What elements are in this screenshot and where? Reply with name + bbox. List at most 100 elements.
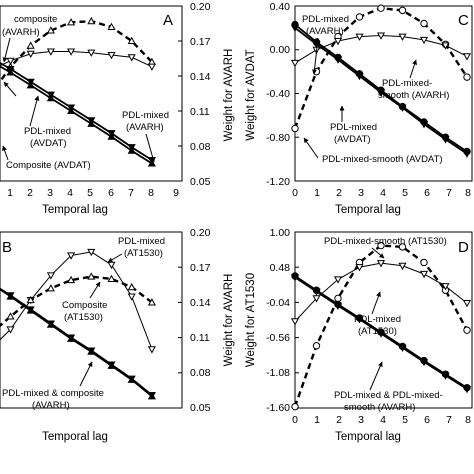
panel-c-series-1-point-2 bbox=[333, 37, 343, 46]
panel-d-annotation-2: (AT1530) bbox=[358, 326, 397, 337]
panel-a-series-0-point-2 bbox=[26, 41, 35, 49]
panel-b-annotation-arrow-1 bbox=[89, 281, 101, 299]
panel-d-xtick-8: 8 bbox=[465, 414, 471, 426]
panel-c-annotation-2: PDL-mixed- bbox=[382, 78, 432, 89]
panel-a-series-1-point-5 bbox=[87, 49, 96, 57]
panel-c-yticks: 0.40 0.00 -0.40 -0.80 -1.20 bbox=[266, 1, 290, 188]
panel-d-series-1-point-3 bbox=[355, 264, 364, 272]
panel-c-xtick-3: 3 bbox=[358, 187, 364, 199]
panel-b-series-3-point-4 bbox=[67, 334, 76, 342]
panel-b-annotation-arrow-0 bbox=[107, 253, 123, 263]
panel-c-series-3-point-0 bbox=[290, 24, 300, 33]
panel-a-plot bbox=[0, 5, 182, 182]
panel-a-series-0-point-7 bbox=[127, 36, 136, 45]
panel-c-ytick-0: 0.40 bbox=[270, 1, 291, 13]
panel-b-series-3-point-3 bbox=[46, 320, 55, 328]
panel-a-series-1-point-4 bbox=[67, 48, 76, 56]
panel-a-annotation-2: PDL-mixed bbox=[24, 126, 71, 137]
panel-a-annotation-arrow-2 bbox=[3, 81, 17, 97]
panel-c-series-1-point-3 bbox=[355, 33, 364, 41]
panel-b-series-0-point-5 bbox=[87, 248, 96, 257]
panel-b-series-1-line bbox=[0, 275, 153, 328]
panel-c-ytick-1: 0.00 bbox=[270, 44, 291, 56]
panel-c-series-1-point-5 bbox=[398, 33, 407, 41]
panel-b-annotation-arrow-2 bbox=[79, 361, 93, 387]
panel-c-ytick-4: -1.20 bbox=[266, 176, 290, 188]
panel-b-frame bbox=[0, 231, 183, 409]
panel-a-annotation-6: (AVARH) bbox=[126, 122, 164, 133]
panel-b-y2tick-3: 0.11 bbox=[190, 332, 210, 344]
panel-c-series-0-point-3 bbox=[355, 13, 364, 21]
panel-a-xtick-1: 1 bbox=[7, 187, 13, 199]
panel-b-series-3-point-6 bbox=[107, 361, 116, 369]
panel-a: 1 2 3 4 5 6 7 8 9 0.20 0.17 0.14 0.11 0.… bbox=[0, 1, 235, 216]
panel-a-series-3-point-1 bbox=[6, 68, 15, 76]
panel-c-series-3-point-8 bbox=[462, 150, 472, 158]
panel-a-series-3-point-7 bbox=[127, 146, 136, 154]
panel-d-xtick-2: 2 bbox=[336, 414, 342, 426]
panel-d-series-1-point-5 bbox=[398, 262, 407, 271]
panel-d-series-1-point-2 bbox=[333, 276, 343, 284]
panel-c-annotation-3: smooth (AVARH) bbox=[378, 90, 449, 101]
panel-c-ylabel-left: Weight for AVDAT bbox=[245, 49, 257, 140]
panel-a-annotation-0: composite bbox=[14, 14, 57, 25]
panel-d-series-3-point-1 bbox=[312, 288, 321, 296]
panel-d-series-1-point-6 bbox=[419, 270, 429, 279]
panel-d-annotation-arrow-2 bbox=[369, 361, 383, 391]
panel-c-xtick-1: 1 bbox=[314, 187, 320, 199]
panel-a-y2ticks: 0.20 0.17 0.14 0.11 0.08 0.05 bbox=[190, 1, 211, 188]
panel-c-xtick-6: 6 bbox=[424, 187, 430, 199]
panel-a-annotation-arrow-1 bbox=[29, 95, 40, 127]
panel-a-series-0-point-4 bbox=[67, 18, 76, 26]
panel-c-xtick-4: 4 bbox=[380, 187, 386, 199]
panel-a-series-3-point-8 bbox=[147, 159, 156, 167]
panel-b-annotation-4: PDL-mixed & composite bbox=[2, 388, 104, 399]
panel-d-annotation-1: PDL-mixed bbox=[354, 314, 401, 325]
panel-a-xlabel: Temporal lag bbox=[42, 204, 108, 216]
panel-a-xtick-4: 4 bbox=[67, 187, 73, 199]
panel-c-series-3-point-2 bbox=[333, 56, 343, 64]
panel-d: 0 1 2 3 4 5 6 7 8 1.00 0.48 -0.04 -0.56 … bbox=[245, 227, 473, 443]
panel-c-letter: C bbox=[458, 12, 469, 29]
panel-b-series-1-point-2 bbox=[26, 295, 35, 304]
panel-c-annotation-1: (AVARH) bbox=[306, 26, 344, 37]
panel-d-xlabel: Temporal lag bbox=[335, 431, 401, 443]
panel-d-series-3-point-6 bbox=[419, 358, 429, 367]
panel-a-xtick-3: 3 bbox=[47, 187, 53, 199]
panel-d-series-0-point-1 bbox=[312, 342, 321, 350]
panel-b-letter: B bbox=[2, 239, 12, 256]
panel-d-series-0-point-0 bbox=[291, 402, 299, 411]
panel-b-ylabel-right: Weight for AVARH bbox=[223, 274, 235, 367]
panel-d-annotation-0: PDL-mixed-smooth (AT1530) bbox=[324, 236, 447, 247]
panel-c-series-3-point-7 bbox=[441, 136, 450, 144]
panel-b-series-3-point-2 bbox=[26, 306, 35, 314]
panel-c-ytick-3: -0.80 bbox=[266, 132, 290, 144]
panel-b-annotation-5: (AVARH) bbox=[32, 400, 70, 411]
panel-c-series-3-point-6 bbox=[419, 121, 429, 129]
panel-a-y2tick-3: 0.11 bbox=[190, 106, 210, 118]
panel-a-letter: A bbox=[163, 12, 173, 29]
panel-b-plot bbox=[0, 231, 182, 409]
panel-b: 0.20 0.17 0.14 0.11 0.08 0.05 Temporal l… bbox=[0, 227, 235, 443]
panel-c-annotation-arrow-3 bbox=[303, 137, 319, 159]
panel-b-y2tick-5: 0.05 bbox=[190, 402, 211, 414]
panel-c-plot bbox=[290, 4, 472, 182]
panel-b-annotation-0: PDL-mixed bbox=[118, 236, 165, 247]
panel-b-y2tick-2: 0.14 bbox=[190, 297, 211, 309]
panel-d-xtick-0: 0 bbox=[292, 414, 298, 426]
panel-a-annotation-3: (AVDAT) bbox=[30, 138, 67, 149]
panel-a-xtick-5: 5 bbox=[87, 187, 93, 199]
panel-c-series-1-point-8 bbox=[462, 53, 472, 61]
panel-b-series-0-point-7 bbox=[127, 293, 136, 301]
panel-d-series-0-point-5 bbox=[398, 243, 407, 251]
panel-c-series-1-point-7 bbox=[441, 42, 450, 50]
panel-c-annotation-5: (AVDAT) bbox=[334, 134, 371, 145]
panel-b-series-3-point-5 bbox=[87, 347, 96, 355]
panel-b-annotation-3: (AT1530) bbox=[64, 312, 103, 323]
panel-a-xtick-8: 8 bbox=[148, 187, 154, 199]
panel-a-y2tick-4: 0.08 bbox=[190, 141, 211, 153]
panel-d-ytick-4: -1.08 bbox=[266, 367, 290, 379]
panel-d-xtick-5: 5 bbox=[402, 414, 408, 426]
panel-b-series-1-point-6 bbox=[107, 274, 116, 282]
